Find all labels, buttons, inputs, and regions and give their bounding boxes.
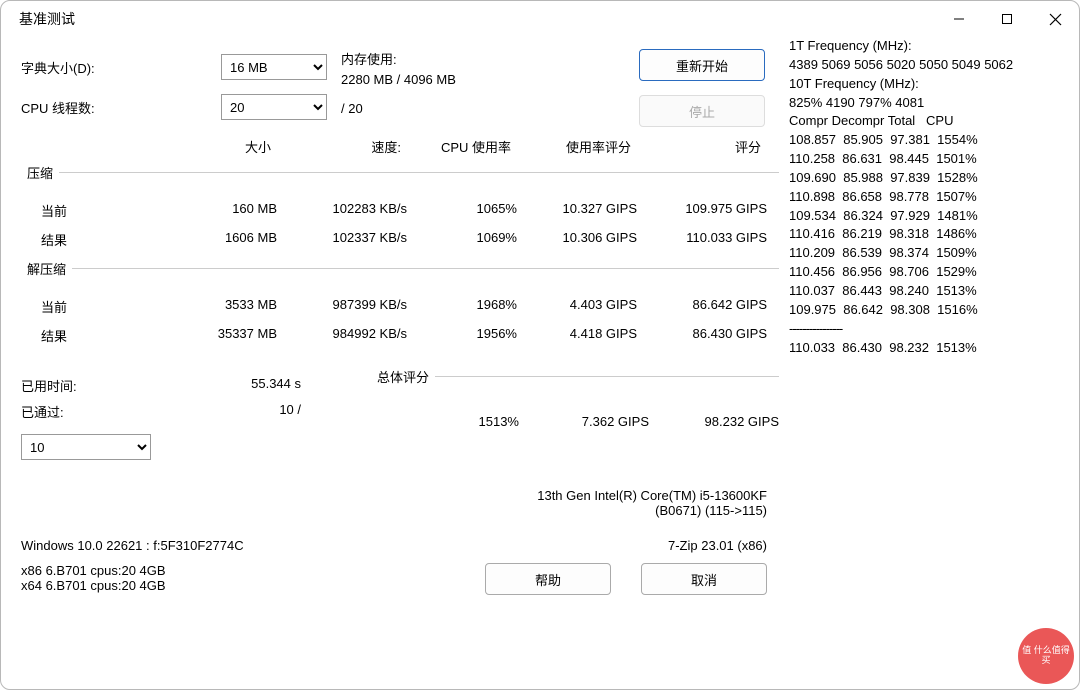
cell: 984992 KB/s xyxy=(277,326,407,345)
table-row: 结果 35337 MB 984992 KB/s 1956% 4.418 GIPS… xyxy=(27,321,779,350)
log-line: 110.416 86.219 98.318 1486% xyxy=(789,225,1059,244)
close-icon[interactable] xyxy=(1031,1,1079,37)
minimize-icon[interactable] xyxy=(935,1,983,37)
decompress-title: 解压缩 xyxy=(27,259,72,278)
cpu-info: 13th Gen Intel(R) Core(TM) i5-13600KF (B… xyxy=(21,488,779,518)
passes-select[interactable]: 10 xyxy=(21,434,151,460)
total-rating: 7.362 GIPS xyxy=(519,414,649,429)
cell: 109.975 GIPS xyxy=(637,201,767,220)
passes-value: 10 / xyxy=(181,402,301,428)
compress-group: 压缩 当前 160 MB 102283 KB/s 1065% 10.327 GI… xyxy=(27,172,779,254)
log-line: 109.690 85.988 97.839 1528% xyxy=(789,169,1059,188)
totals-row: 已用时间: 55.344 s 已通过: 10 / 10 总体评分 xyxy=(21,376,779,460)
row-label: 结果 xyxy=(27,326,167,345)
cell: 110.033 GIPS xyxy=(637,230,767,249)
total-cpu: 1513% xyxy=(409,414,519,429)
frequency-log: 1T Frequency (MHz): 4389 5069 5056 5020 … xyxy=(779,37,1059,679)
threads-select[interactable]: 20 xyxy=(221,94,327,120)
total-score: 98.232 GIPS xyxy=(649,414,779,429)
table-row: 当前 3533 MB 987399 KB/s 1968% 4.403 GIPS … xyxy=(27,292,779,321)
cell: 1968% xyxy=(407,297,517,316)
table-row: 结果 1606 MB 102337 KB/s 1069% 10.306 GIPS… xyxy=(27,225,779,254)
log-line: 825% 4190 797% 4081 xyxy=(789,94,1059,113)
cell: 1065% xyxy=(407,201,517,220)
row-label: 结果 xyxy=(27,230,167,249)
passes-label: 已通过: xyxy=(21,402,181,428)
log-line: 10T Frequency (MHz): xyxy=(789,75,1059,94)
log-line: 110.456 86.956 98.706 1529% xyxy=(789,263,1059,282)
hdr-rating: 使用率评分 xyxy=(511,137,631,156)
stop-button[interactable]: 停止 xyxy=(639,95,765,127)
titlebar: 基准测试 xyxy=(1,1,1079,37)
log-line: 109.975 86.642 98.308 1516% xyxy=(789,301,1059,320)
help-button[interactable]: 帮助 xyxy=(485,563,611,595)
cell: 987399 KB/s xyxy=(277,297,407,316)
dict-label: 字典大小(D): xyxy=(21,58,141,77)
cpu-name: 13th Gen Intel(R) Core(TM) i5-13600KF xyxy=(21,488,767,503)
threads-label: CPU 线程数: xyxy=(21,98,141,117)
content: 字典大小(D): CPU 线程数: 16 MB 20 内存使用: xyxy=(1,37,1079,689)
window-title: 基准测试 xyxy=(19,9,935,29)
hdr-size: 大小 xyxy=(161,137,271,156)
table-row: 当前 160 MB 102283 KB/s 1065% 10.327 GIPS … xyxy=(27,196,779,225)
cell: 1069% xyxy=(407,230,517,249)
cell: 10.306 GIPS xyxy=(517,230,637,249)
cell: 35337 MB xyxy=(167,326,277,345)
form-row: 字典大小(D): CPU 线程数: 16 MB 20 内存使用: xyxy=(21,47,779,127)
mem-label: 内存使用: xyxy=(341,49,521,68)
window-controls xyxy=(935,1,1079,37)
cell: 102283 KB/s xyxy=(277,201,407,220)
hdr-cpu: CPU 使用率 xyxy=(401,137,511,156)
mem-value: 2280 MB / 4096 MB xyxy=(341,72,521,87)
maximize-icon[interactable] xyxy=(983,1,1031,37)
decompress-group: 解压缩 当前 3533 MB 987399 KB/s 1968% 4.403 G… xyxy=(27,268,779,350)
log-line: 109.534 86.324 97.929 1481% xyxy=(789,207,1059,226)
dict-select[interactable]: 16 MB xyxy=(221,54,327,80)
watermark-icon: 值 什么值得买 xyxy=(1018,628,1074,684)
cell: 10.327 GIPS xyxy=(517,201,637,220)
table-header: 大小 速度: CPU 使用率 使用率评分 评分 xyxy=(21,137,779,156)
cell: 1956% xyxy=(407,326,517,345)
log-line: 110.037 86.443 98.240 1513% xyxy=(789,282,1059,301)
cell: 4.418 GIPS xyxy=(517,326,637,345)
log-header: Compr Decompr Total CPU xyxy=(789,112,1059,131)
log-line: 110.209 86.539 98.374 1509% xyxy=(789,244,1059,263)
zip-version: 7-Zip 23.01 (x86) xyxy=(668,538,779,553)
row-label: 当前 xyxy=(27,297,167,316)
log-line: 4389 5069 5056 5020 5050 5049 5062 xyxy=(789,56,1059,75)
log-line: 108.857 85.905 97.381 1554% xyxy=(789,131,1059,150)
dialog-buttons: 帮助 取消 xyxy=(21,563,779,595)
hdr-speed: 速度: xyxy=(271,137,401,156)
hdr-score: 评分 xyxy=(631,137,761,156)
cell: 86.642 GIPS xyxy=(637,297,767,316)
total-title: 总体评分 xyxy=(377,367,435,386)
os-version: Windows 10.0 22621 : f:5F310F2774C xyxy=(21,538,668,553)
log-line: 110.258 86.631 98.445 1501% xyxy=(789,150,1059,169)
row-label: 当前 xyxy=(27,201,167,220)
log-line: 1T Frequency (MHz): xyxy=(789,37,1059,56)
cell: 160 MB xyxy=(167,201,277,220)
restart-button[interactable]: 重新开始 xyxy=(639,49,765,81)
cpu-stepping: (B0671) (115->115) xyxy=(21,503,767,518)
cell: 1606 MB xyxy=(167,230,277,249)
cancel-button[interactable]: 取消 xyxy=(641,563,767,595)
threads-max: / 20 xyxy=(341,101,521,116)
elapsed-label: 已用时间: xyxy=(21,376,181,402)
window: 基准测试 字典大小(D): CPU 线程数: xyxy=(0,0,1080,690)
compress-title: 压缩 xyxy=(27,163,59,182)
cell: 4.403 GIPS xyxy=(517,297,637,316)
left-area: 字典大小(D): CPU 线程数: 16 MB 20 内存使用: xyxy=(21,37,779,679)
log-sep: ---------------- xyxy=(789,320,1059,339)
log-line: 110.898 86.658 98.778 1507% xyxy=(789,188,1059,207)
cell: 102337 KB/s xyxy=(277,230,407,249)
log-final: 110.033 86.430 98.232 1513% xyxy=(789,339,1059,358)
elapsed-value: 55.344 s xyxy=(181,376,301,402)
cell: 3533 MB xyxy=(167,297,277,316)
cell: 86.430 GIPS xyxy=(637,326,767,345)
